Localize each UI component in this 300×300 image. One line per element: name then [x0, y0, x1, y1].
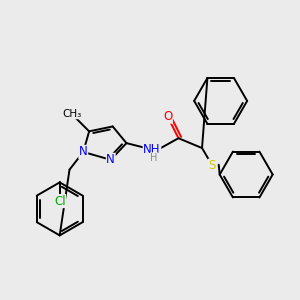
- Text: NH: NH: [143, 142, 161, 155]
- Text: CH₃: CH₃: [63, 109, 82, 119]
- Text: N: N: [79, 146, 88, 158]
- Text: Cl: Cl: [54, 194, 65, 208]
- Text: H: H: [150, 153, 158, 163]
- Text: S: S: [208, 159, 215, 172]
- Text: O: O: [163, 110, 172, 123]
- Text: N: N: [106, 153, 115, 166]
